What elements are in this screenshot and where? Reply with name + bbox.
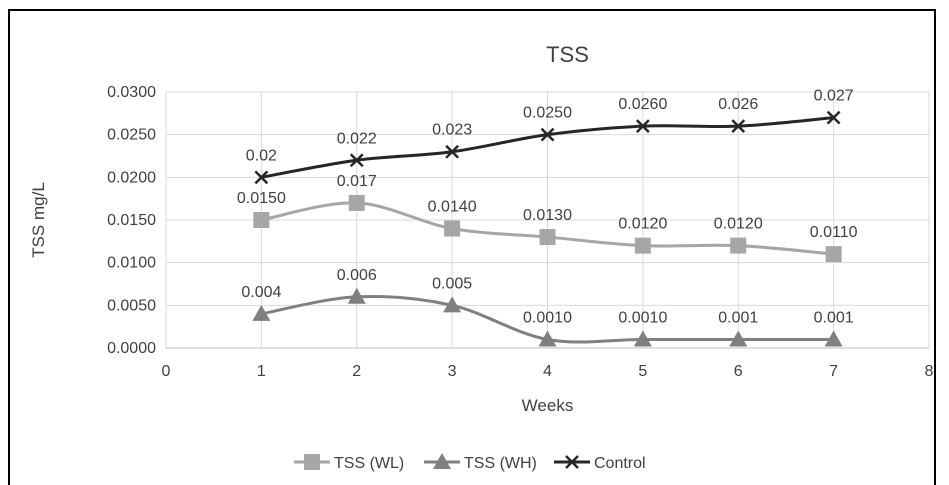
data-label: 0.005 (432, 275, 472, 292)
series-1-point (252, 304, 271, 321)
data-label: 0.0120 (714, 216, 763, 233)
y-tick-label: 0.0300 (107, 84, 156, 101)
legend-label: Control (594, 455, 646, 472)
series-2-point (445, 144, 460, 159)
data-label: 0.0250 (523, 105, 572, 122)
x-tick-label: 8 (925, 363, 934, 380)
data-label: 0.026 (718, 96, 758, 113)
x-tick-label: 2 (352, 363, 361, 380)
series-2-point (731, 119, 746, 134)
y-tick-label: 0.0050 (107, 297, 156, 314)
x-tick-label: 6 (734, 363, 743, 380)
x-tick-label: 4 (543, 363, 552, 380)
series-0-point (634, 237, 651, 254)
series-0-point (730, 237, 747, 254)
series-1-point (443, 296, 462, 313)
series-0-point (348, 194, 365, 211)
series-2-point (635, 119, 650, 134)
series-0-point (825, 246, 842, 263)
data-label: 0.0130 (523, 207, 572, 224)
legend-marker (433, 453, 451, 469)
data-label: 0.0110 (810, 224, 858, 241)
x-tick-label: 3 (448, 363, 457, 380)
data-label: 0.023 (432, 122, 472, 139)
x-axis-label: Weeks (522, 396, 574, 415)
series-1-point (538, 330, 557, 347)
series-1-point (633, 330, 652, 347)
series-2-point (254, 170, 269, 185)
x-tick-label: 0 (162, 363, 171, 380)
series-0-point (444, 220, 461, 237)
legend-label: TSS (WH) (464, 455, 537, 472)
data-label: 0.02 (246, 147, 277, 164)
data-label: 0.0010 (618, 309, 667, 326)
data-label: 0.027 (814, 88, 854, 105)
series-2-point (349, 153, 364, 168)
data-label: 0.004 (241, 284, 281, 301)
x-tick-label: 5 (638, 363, 647, 380)
series-1-point (729, 330, 748, 347)
chart-title: TSS (546, 42, 589, 67)
y-tick-label: 0.0100 (107, 255, 156, 272)
data-label: 0.0140 (428, 199, 477, 216)
data-label: 0.001 (814, 309, 854, 326)
data-label: 0.001 (718, 309, 758, 326)
legend-marker (565, 455, 579, 469)
y-axis-label: TSS mg/L (29, 182, 48, 258)
x-tick-label: 7 (829, 363, 838, 380)
series-0-point (539, 229, 556, 246)
legend-label: TSS (WL) (334, 455, 404, 472)
data-label: 0.017 (337, 173, 377, 190)
y-tick-label: 0.0000 (107, 340, 156, 357)
series-1-point (824, 330, 843, 347)
data-label: 0.0260 (618, 96, 667, 113)
y-tick-label: 0.0200 (107, 169, 156, 186)
legend-marker (304, 454, 320, 470)
series-0-point (253, 212, 270, 228)
y-tick-label: 0.0150 (107, 212, 156, 229)
data-label: 0.006 (337, 267, 377, 284)
chart-frame (8, 9, 936, 485)
data-label: 0.0150 (237, 190, 286, 207)
series-1-point (347, 287, 366, 304)
data-label: 0.0120 (618, 216, 667, 233)
series-2-point (540, 127, 555, 142)
series-2-point (826, 110, 841, 125)
data-label: 0.0010 (523, 309, 572, 326)
data-label: 0.022 (337, 130, 377, 147)
y-tick-label: 0.0250 (107, 127, 156, 144)
x-tick-label: 1 (257, 363, 266, 380)
